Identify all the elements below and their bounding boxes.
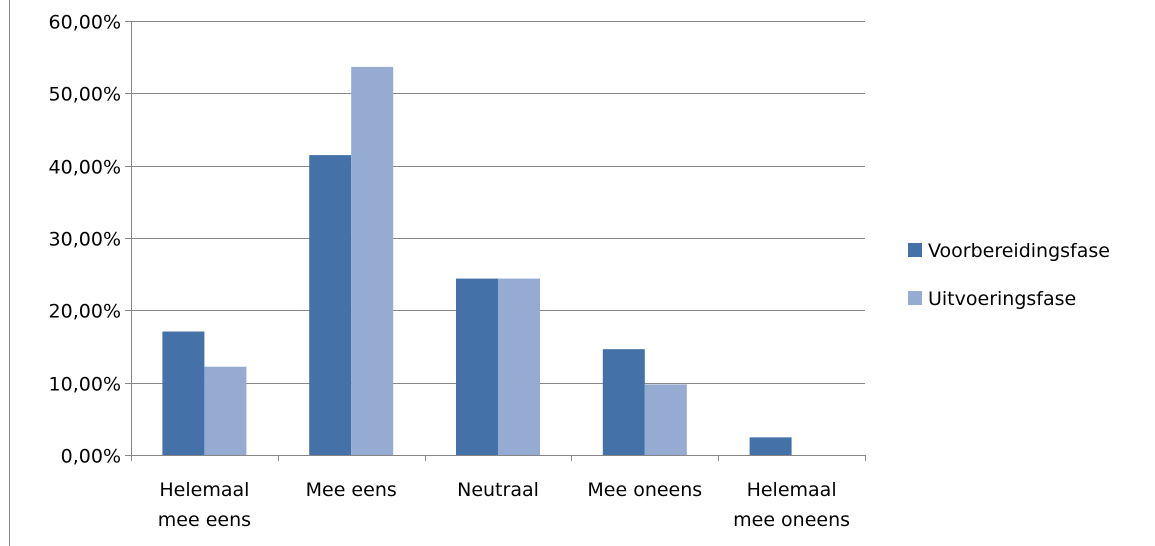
legend: Voorbereidingsfase Uitvoeringsfase — [908, 240, 1110, 310]
y-tick-label: 10,00% — [49, 374, 121, 396]
legend-swatch-voorbereidingsfase — [908, 243, 922, 257]
bar-uitvoeringsfase-3 — [644, 384, 687, 455]
category-label: Helemaal mee oneens — [733, 479, 850, 531]
y-tick-label: 40,00% — [49, 157, 121, 179]
legend-label-uitvoeringsfase: Uitvoeringsfase — [928, 288, 1076, 310]
y-tick-label: 60,00% — [49, 12, 121, 34]
category-labels: Helemaal mee eens Mee eens Neutraal Mee onee… — [158, 479, 850, 531]
bar-uitvoeringsfase-1 — [351, 66, 394, 455]
y-tick-label: 50,00% — [49, 84, 121, 106]
legend-swatch-uitvoeringsfase — [908, 291, 922, 305]
bar-uitvoeringsfase-2 — [498, 278, 540, 455]
y-tick-label: 20,00% — [49, 301, 121, 323]
category-label: Mee eens — [306, 479, 397, 501]
bar-voorbereidingsfase-4 — [749, 437, 792, 455]
y-tick-label: 30,00% — [49, 229, 121, 251]
category-label: Mee oneens — [587, 479, 702, 501]
bar-voorbereidingsfase-2 — [456, 278, 498, 455]
legend-label-voorbereidingsfase: Voorbereidingsfase — [928, 240, 1110, 262]
bar-voorbereidingsfase-0 — [162, 331, 205, 455]
axes — [125, 21, 866, 461]
y-tick-label: 0,00% — [61, 446, 121, 468]
bar-voorbereidingsfase-1 — [309, 155, 352, 455]
bar-voorbereidingsfase-3 — [602, 349, 645, 455]
bar-uitvoeringsfase-0 — [204, 366, 247, 455]
bars — [162, 66, 792, 455]
category-label: Neutraal — [457, 479, 539, 501]
y-tick-labels: 0,00% 10,00% 20,00% 30,00% 40,00% 50,00% 60,00… — [49, 12, 121, 468]
category-label: Helemaal mee eens — [158, 479, 251, 531]
